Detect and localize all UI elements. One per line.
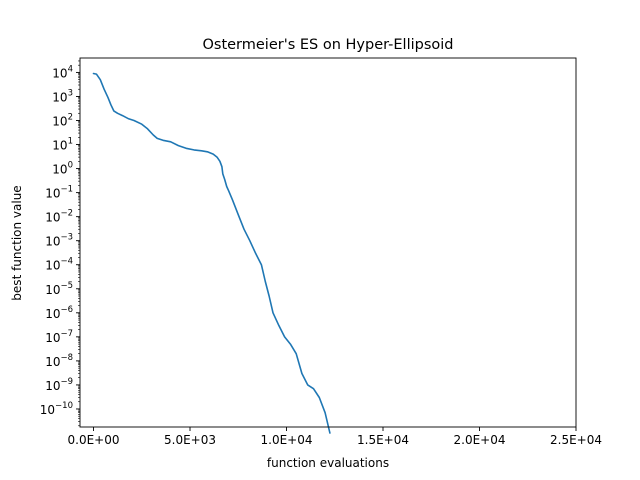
- y-tick-label: 10−9: [45, 377, 73, 393]
- y-tick-label: 103: [52, 88, 73, 104]
- y-tick-label: 10−8: [45, 353, 73, 369]
- y-tick-label: 10−10: [40, 401, 73, 417]
- x-axis-label: function evaluations: [267, 456, 389, 470]
- x-tick-label: 1.0E+04: [261, 433, 313, 447]
- y-tick-label: 10−1: [45, 185, 73, 201]
- y-tick-label: 10−4: [45, 257, 73, 273]
- x-tick-label: 2.0E+04: [454, 433, 506, 447]
- chart-title: Ostermeier's ES on Hyper-Ellipsoid: [202, 37, 453, 53]
- y-axis-label: best function value: [10, 185, 24, 300]
- x-tick-label: 0.0E+00: [68, 433, 120, 447]
- series-line: [92, 72, 331, 434]
- x-tick-label: 2.5E+04: [550, 433, 602, 447]
- x-tick-label: 5.0E+03: [164, 433, 216, 447]
- y-tick-label: 101: [52, 137, 73, 153]
- y-tick-label: 10−5: [45, 281, 73, 297]
- y-tick-label: 100: [52, 161, 73, 177]
- x-tick-label: 1.5E+04: [357, 433, 409, 447]
- y-tick-label: 104: [52, 64, 73, 80]
- x-axis: 0.0E+00 5.0E+03 1.0E+04 1.5E+04 2.0E+04 2.5E+…: [68, 427, 602, 447]
- plot-frame: [79, 57, 577, 428]
- y-tick-label: 10−7: [45, 329, 73, 345]
- y-tick-label: 102: [52, 113, 73, 129]
- y-tick-label: 10−2: [45, 209, 73, 225]
- y-axis: 104 103 102 101 100 10−1 10−2 10−3 10−4 10−5 10−6 1…: [40, 60, 80, 427]
- y-tick-label: 10−3: [45, 233, 73, 249]
- y-tick-label: 10−6: [45, 305, 73, 321]
